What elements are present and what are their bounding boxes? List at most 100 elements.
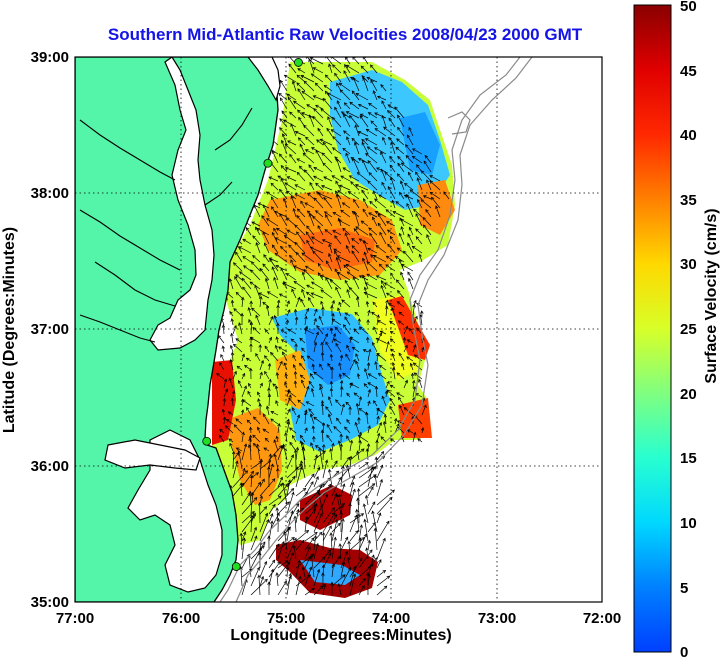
velocity-vector: [326, 434, 333, 443]
velocity-vector-head: [338, 184, 343, 188]
velocity-vector: [297, 399, 306, 407]
velocity-vector-head: [383, 413, 388, 418]
velocity-vector-head: [367, 400, 371, 405]
velocity-vector-head: [397, 320, 402, 324]
velocity-vector: [270, 352, 279, 362]
velocity-vector-head: [367, 160, 372, 164]
velocity-vector-head: [304, 427, 308, 432]
velocity-vector: [272, 150, 279, 164]
velocity-vector-head: [297, 68, 301, 72]
velocity-vector-head: [285, 217, 290, 221]
velocity-vector-head: [308, 58, 312, 63]
velocity-vector-head: [334, 235, 338, 239]
velocity-vector: [232, 483, 244, 497]
velocity-vector: [381, 100, 387, 110]
velocity-vector: [267, 291, 279, 299]
velocity-vector: [271, 196, 279, 209]
velocity-vector-head: [354, 124, 358, 128]
velocity-vector: [381, 396, 387, 407]
velocity-vector: [235, 292, 243, 299]
velocity-vector: [249, 438, 252, 461]
velocity-vector-head: [404, 325, 409, 330]
velocity-vector-head: [301, 271, 306, 276]
velocity-vector: [301, 380, 306, 389]
velocity-vector-head: [313, 371, 317, 376]
velocity-vector-head: [219, 428, 223, 433]
velocity-vector-head: [243, 443, 248, 447]
velocity-vector: [283, 119, 297, 128]
velocity-vector-head: [347, 540, 351, 545]
velocity-vector: [382, 115, 387, 128]
velocity-vector: [380, 84, 387, 92]
velocity-vector: [335, 343, 342, 353]
velocity-vector-head: [346, 344, 350, 349]
velocity-vector-head: [365, 448, 370, 452]
velocity-vector: [240, 566, 243, 587]
velocity-vector-head: [237, 449, 241, 454]
velocity-vector: [276, 336, 279, 344]
velocity-vector-head: [399, 404, 403, 409]
velocity-vector-head: [332, 147, 336, 151]
velocity-vector-head: [329, 353, 334, 358]
velocity-vector: [222, 409, 225, 416]
velocity-vector-head: [257, 202, 262, 206]
velocity-vector-head: [345, 401, 349, 406]
velocity-vector-head: [270, 315, 274, 320]
velocity-vector: [383, 126, 396, 137]
velocity-vector: [274, 454, 279, 470]
velocity-vector: [241, 278, 252, 290]
velocity-vector: [277, 580, 287, 596]
velocity-vector-head: [382, 537, 386, 542]
velocity-vector: [344, 316, 351, 326]
velocity-vector: [336, 158, 342, 173]
velocity-vector: [363, 503, 369, 524]
velocity-vector-head: [273, 439, 277, 443]
velocity-vector: [290, 259, 297, 272]
velocity-vector: [299, 338, 306, 344]
velocity-vector-head: [368, 172, 372, 176]
velocity-vector: [251, 221, 261, 227]
velocity-vector-head: [370, 64, 374, 69]
velocity-vector-head: [344, 550, 349, 555]
velocity-vector: [300, 374, 306, 380]
velocity-vector-head: [252, 434, 256, 438]
velocity-vector-head: [365, 152, 369, 157]
velocity-vector: [296, 215, 306, 227]
velocity-vector-head: [364, 138, 369, 142]
velocity-vector: [293, 265, 306, 272]
velocity-vector-head: [283, 234, 288, 239]
velocity-vector: [358, 549, 373, 569]
velocity-vector: [275, 386, 279, 398]
velocity-vector-head: [411, 245, 416, 250]
velocity-vector: [313, 467, 321, 479]
velocity-vector-head: [402, 336, 407, 341]
velocity-vector-head: [239, 482, 243, 486]
velocity-vector-head: [349, 101, 353, 106]
colorbar-tick-label: 45: [680, 63, 697, 80]
velocity-vector-head: [257, 502, 262, 506]
velocity-vector-head: [303, 328, 308, 332]
velocity-vector-head: [280, 139, 285, 144]
velocity-vector-head: [377, 320, 381, 324]
velocity-vector-head: [371, 483, 376, 487]
velocity-vector: [235, 338, 243, 344]
velocity-vector: [346, 136, 351, 146]
velocity-vector-head: [317, 466, 321, 471]
velocity-vector-head: [420, 427, 425, 431]
velocity-vector: [275, 400, 279, 407]
velocity-vector: [248, 307, 252, 317]
velocity-vector: [353, 392, 360, 398]
velocity-vector: [366, 261, 378, 272]
velocity-vector-head: [342, 324, 347, 328]
velocity-vector: [343, 70, 351, 83]
velocity-vector-head: [417, 438, 421, 442]
velocity-vector-head: [327, 477, 331, 481]
velocity-vector-head: [340, 386, 344, 390]
velocity-vector: [306, 291, 315, 299]
velocity-vector: [233, 343, 243, 353]
velocity-vector-head: [268, 453, 273, 458]
velocity-vector: [338, 302, 342, 308]
velocity-vector: [322, 512, 336, 533]
velocity-vector: [344, 426, 351, 434]
velocity-vector: [415, 228, 423, 236]
